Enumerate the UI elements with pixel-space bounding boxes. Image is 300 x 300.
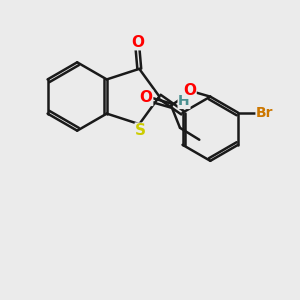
Text: S: S — [135, 123, 146, 138]
Text: O: O — [131, 35, 144, 50]
Text: O: O — [140, 90, 153, 105]
Text: H: H — [178, 94, 190, 108]
Text: O: O — [183, 83, 196, 98]
Text: Br: Br — [256, 106, 274, 120]
